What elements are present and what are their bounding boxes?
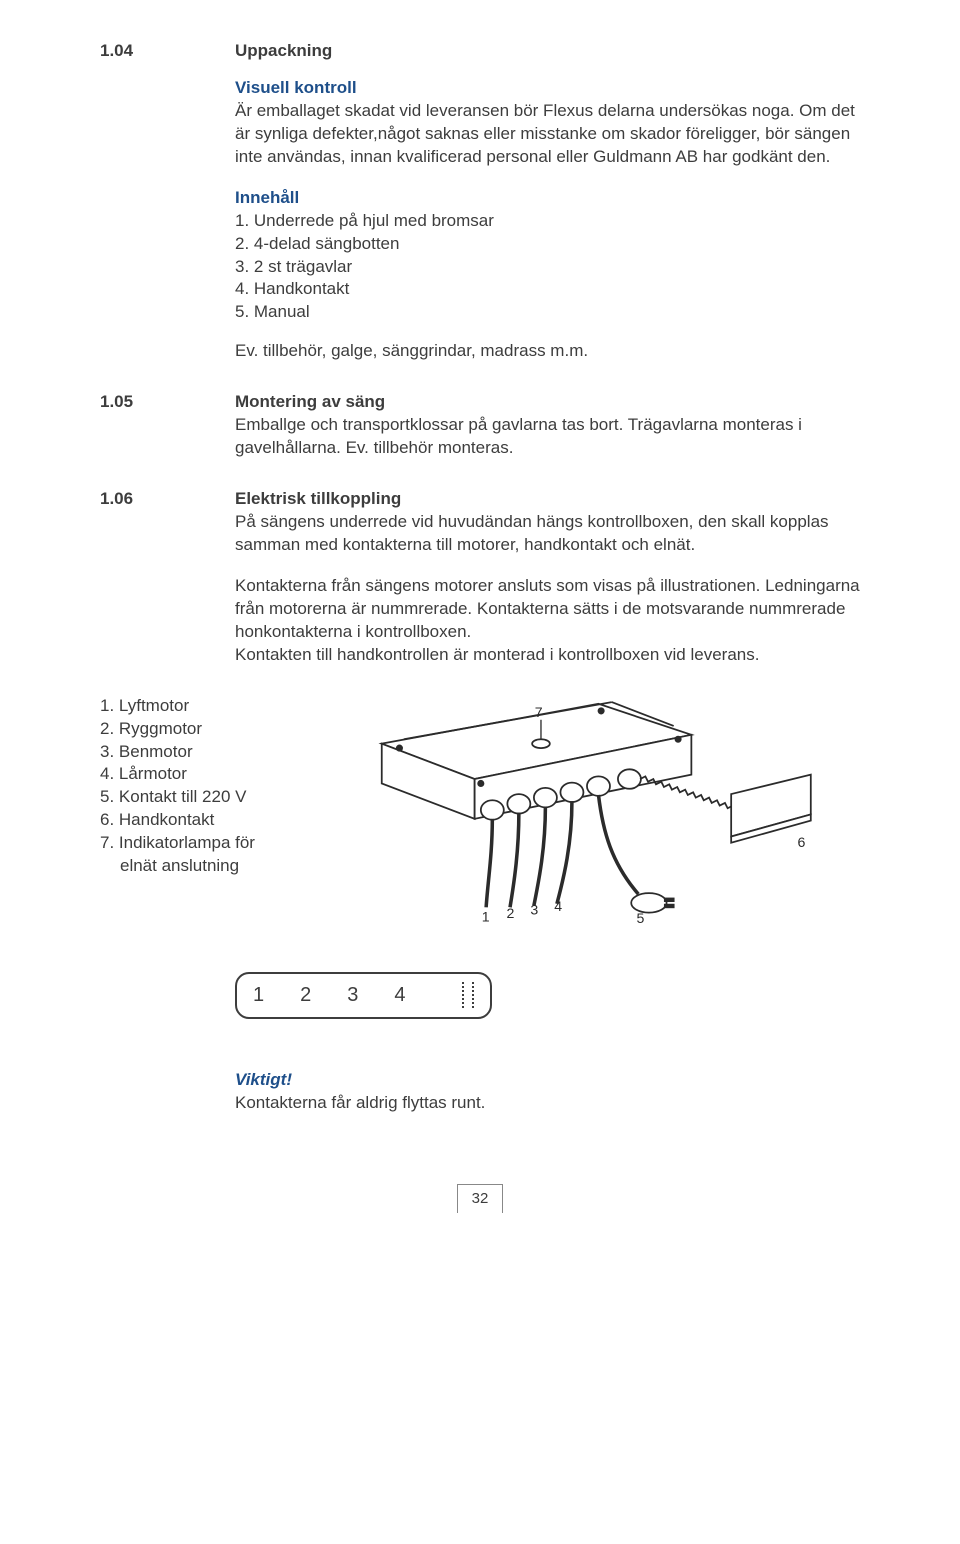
list-item: 3. Benmotor: [100, 741, 255, 764]
diagram-label-3: 3: [530, 901, 538, 917]
remote-control-outline: 1 2 3 4: [235, 972, 860, 1019]
list-item: 3. 2 st trägavlar: [235, 256, 860, 279]
section-number: 1.04: [100, 40, 235, 363]
important-title: Viktigt!: [235, 1069, 860, 1092]
motor-list: 1. Lyftmotor 2. Ryggmotor 3. Benmotor 4.…: [100, 695, 255, 879]
diagram-label-4: 4: [554, 897, 562, 913]
list-item: 4. Lårmotor: [100, 763, 255, 786]
remote-button-3: 3: [347, 982, 358, 1009]
diagram-label-1: 1: [482, 908, 490, 924]
section-body: Elektrisk tillkoppling På sängens underr…: [235, 488, 860, 685]
remote-button-2: 2: [300, 982, 311, 1009]
important-note: Viktigt! Kontakterna får aldrig flyttas …: [235, 1069, 860, 1115]
list-item: 5. Manual: [235, 301, 860, 324]
section-body: Uppackning Visuell kontroll Är emballage…: [235, 40, 860, 363]
paragraph: Emballge och transportklossar på gavlarn…: [235, 415, 802, 457]
section-1-05: 1.05 Montering av säng Emballge och tran…: [100, 391, 860, 460]
section-title: Uppackning: [235, 40, 860, 63]
diagram-label-6: 6: [797, 834, 805, 850]
remote-button-1: 1: [253, 982, 264, 1009]
remote-connector-icon: [462, 982, 474, 1008]
diagram-label-7: 7: [535, 704, 543, 720]
remote-control: 1 2 3 4: [235, 972, 492, 1019]
page-number: 32: [457, 1184, 504, 1212]
contents-list: 1. Underrede på hjul med bromsar 2. 4-de…: [235, 210, 860, 325]
paragraph: Ev. tillbehör, galge, sänggrindar, madra…: [235, 340, 860, 363]
remote-button-4: 4: [394, 982, 405, 1009]
list-item: 6. Handkontakt: [100, 809, 255, 832]
subheading-innehall: Innehåll: [235, 187, 860, 210]
control-box-svg: 7: [275, 695, 860, 925]
list-item: 5. Kontakt till 220 V: [100, 786, 255, 809]
control-box-diagram: 7: [275, 695, 860, 932]
paragraph: Kontakten till handkontrollen är montera…: [235, 644, 860, 667]
section-body: Montering av säng Emballge och transport…: [235, 391, 860, 460]
section-title: Elektrisk tillkoppling: [235, 489, 401, 508]
motor-list-and-diagram: 1. Lyftmotor 2. Ryggmotor 3. Benmotor 4.…: [100, 695, 860, 932]
section-1-04: 1.04 Uppackning Visuell kontroll Är emba…: [100, 40, 860, 363]
paragraph: På sängens underrede vid huvudändan häng…: [235, 511, 860, 557]
diagram-label-5: 5: [636, 910, 644, 925]
list-item: 7. Indikatorlampa för: [100, 832, 255, 855]
list-item: 1. Lyftmotor: [100, 695, 255, 718]
page-footer: 32: [100, 1184, 860, 1212]
list-item: 4. Handkontakt: [235, 278, 860, 301]
list-item: 1. Underrede på hjul med bromsar: [235, 210, 860, 233]
list-item: elnät anslutning: [100, 855, 255, 878]
section-number: 1.05: [100, 391, 235, 460]
list-item: 2. 4-delad sängbotten: [235, 233, 860, 256]
paragraph: Är emballaget skadat vid leveransen bör …: [235, 100, 860, 169]
list-item: 2. Ryggmotor: [100, 718, 255, 741]
section-title: Montering av säng: [235, 392, 385, 411]
section-number: 1.06: [100, 488, 235, 685]
important-text: Kontakterna får aldrig flyttas runt.: [235, 1092, 860, 1115]
diagram-label-2: 2: [506, 905, 514, 921]
subheading-visuell-kontroll: Visuell kontroll: [235, 77, 860, 100]
section-1-06: 1.06 Elektrisk tillkoppling På sängens u…: [100, 488, 860, 685]
paragraph: Kontakterna från sängens motorer ansluts…: [235, 575, 860, 644]
